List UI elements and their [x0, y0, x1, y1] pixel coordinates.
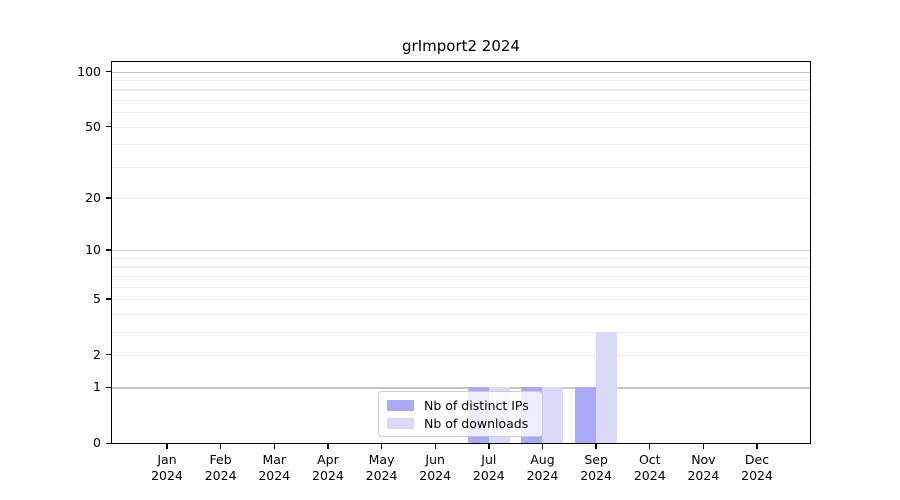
gridline-40 [112, 144, 810, 146]
y-tick-1 [105, 386, 111, 389]
x-tick-label-year: 2024 [312, 467, 344, 483]
gridline-7 [112, 275, 810, 277]
y-tick-100 [105, 70, 111, 73]
x-tick-label-year: 2024 [472, 467, 505, 483]
x-tick-label-jun: Jun 2024 [403, 452, 467, 483]
x-tick-label-month: Jun [425, 452, 445, 467]
y-tick-label-1: 1 [93, 379, 101, 395]
x-tick-label-year: 2024 [633, 467, 666, 483]
x-tick-label-sep: Sep 2024 [564, 452, 628, 483]
y-tick-20 [105, 197, 111, 199]
y-tick-label-50: 50 [85, 118, 101, 134]
x-tick-label-year: 2024 [258, 467, 291, 483]
x-tick-label-month: Jan [157, 452, 177, 467]
gridline-8 [112, 266, 810, 268]
plot-area: Nb of distinct IPs Nb of downloads [110, 60, 811, 444]
x-tick-label-feb: Feb 2024 [189, 452, 253, 483]
legend-item-downloads: Nb of downloads [387, 414, 532, 432]
x-tick-label-year: 2024 [204, 467, 237, 483]
x-tick-label-year: 2024 [741, 467, 773, 483]
x-tick-label-month: Oct [638, 452, 661, 467]
legend-item-distinct-ips: Nb of distinct IPs [387, 396, 532, 414]
chart-title: grImport2 2024 [402, 37, 520, 55]
x-tick-label-aug: Aug 2024 [510, 452, 574, 483]
plot-frame [110, 60, 811, 444]
x-tick-label-year: 2024 [580, 467, 613, 483]
x-tick-label-dec: Dec 2024 [725, 452, 789, 483]
gridline-1 [112, 387, 810, 389]
legend-label-distinct-ips: Nb of distinct IPs [424, 397, 529, 413]
y-tick-label-2: 2 [93, 346, 101, 362]
x-tick-label-jul: Jul 2024 [457, 452, 521, 483]
x-tick-label-month: Jul [481, 452, 497, 467]
x-tick-jan [166, 443, 168, 449]
legend-swatch-downloads [387, 417, 414, 429]
gridline-9 [112, 257, 810, 259]
legend: Nb of distinct IPs Nb of downloads [378, 391, 543, 437]
y-tick-label-100: 100 [77, 63, 101, 79]
x-tick-label-oct: Oct 2024 [618, 452, 682, 483]
x-tick-label-year: 2024 [526, 467, 559, 483]
x-tick-label-month: Apr [317, 452, 339, 467]
x-tick-label-year: 2024 [365, 467, 398, 483]
gridline-30 [112, 166, 810, 168]
x-tick-label-jan: Jan 2024 [135, 452, 199, 483]
x-tick-may [380, 443, 383, 449]
y-tick-50 [105, 125, 111, 128]
legend-label-downloads: Nb of downloads [424, 415, 529, 431]
x-tick-dec [756, 443, 758, 449]
y-tick-label-5: 5 [93, 290, 101, 306]
x-tick-jun [434, 443, 436, 449]
gridline-60 [112, 112, 810, 114]
x-tick-label-month: May [368, 452, 395, 467]
x-tick-label-year: 2024 [151, 467, 183, 483]
gridline-90 [112, 79, 810, 82]
y-tick-label-0: 0 [93, 435, 101, 451]
x-tick-nov [702, 443, 705, 449]
x-tick-aug [541, 443, 544, 449]
x-tick-jul [488, 443, 490, 449]
bar-distinct-ips-sep [575, 387, 597, 444]
y-tick-5 [105, 298, 111, 300]
x-tick-label-year: 2024 [419, 467, 452, 483]
y-tick-label-10: 10 [85, 242, 101, 258]
gridline-70 [112, 99, 810, 102]
gridline-50 [112, 126, 810, 128]
x-tick-mar [273, 443, 275, 449]
y-tick-0 [105, 442, 111, 444]
x-tick-label-month: Dec [744, 452, 770, 467]
x-tick-label-year: 2024 [687, 467, 720, 483]
y-tick-10 [105, 249, 111, 251]
x-tick-oct [649, 443, 651, 449]
gridline-3 [112, 331, 810, 333]
bar-downloads-aug [542, 387, 564, 444]
x-tick-sep [595, 443, 597, 449]
gridline-100 [112, 71, 810, 73]
x-tick-label-month: Feb [209, 452, 232, 467]
x-tick-apr [327, 443, 329, 449]
gridline-6 [112, 286, 810, 288]
x-tick-label-month: Nov [691, 452, 716, 467]
gridline-4 [112, 313, 810, 315]
x-tick-label-nov: Nov 2024 [671, 452, 735, 483]
gridline-80 [112, 89, 810, 91]
x-tick-label-mar: Mar 2024 [242, 452, 306, 483]
y-tick-2 [105, 354, 111, 356]
y-tick-label-20: 20 [85, 190, 101, 206]
x-tick-label-may: May 2024 [350, 452, 414, 483]
bar-downloads-sep [596, 331, 618, 444]
gridline-5 [112, 298, 810, 301]
legend-swatch-distinct-ips [387, 399, 414, 411]
gridline-2 [112, 354, 810, 356]
x-tick-label-month: Aug [530, 452, 555, 467]
x-tick-label-month: Sep [584, 452, 608, 467]
x-tick-label-apr: Apr 2024 [296, 452, 360, 483]
x-tick-label-month: Mar [262, 452, 287, 467]
gridline-20 [112, 198, 810, 200]
x-tick-feb [219, 443, 222, 449]
gridline-10 [112, 250, 810, 252]
